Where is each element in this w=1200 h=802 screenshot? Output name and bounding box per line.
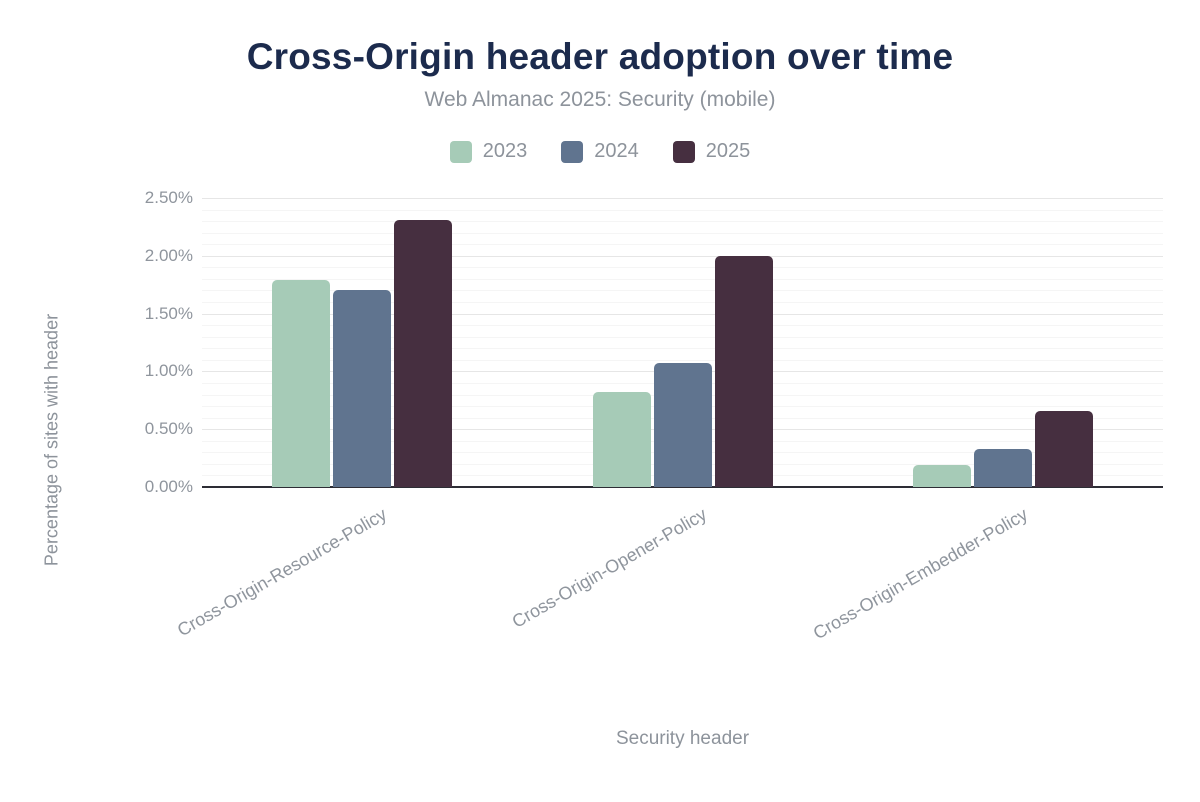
legend-swatch-2024 (561, 140, 584, 163)
minor-gridline (202, 221, 1163, 223)
major-gridline (202, 313, 1163, 315)
bar-2025-cross-origin-embedder-policy[interactable] (1034, 410, 1093, 487)
bar-2023-cross-origin-opener-policy[interactable] (592, 392, 651, 487)
bar-2025-cross-origin-opener-policy[interactable] (714, 255, 773, 487)
x-category-label-cross-origin-resource-policy: Cross-Origin-Resource-Policy (174, 504, 391, 641)
legend-label-2024: 2024 (594, 140, 639, 162)
y-tick-label-1.00pct: 1.00% (144, 361, 193, 381)
minor-gridline (202, 302, 1163, 304)
bar-2024-cross-origin-embedder-policy[interactable] (973, 448, 1032, 487)
minor-gridline (202, 348, 1163, 350)
plot-area (202, 198, 1163, 488)
minor-gridline (202, 244, 1163, 246)
legend-item-2024[interactable]: 2024 (561, 140, 639, 163)
y-tick-label-1.50pct: 1.50% (144, 303, 193, 323)
minor-gridline (202, 336, 1163, 338)
minor-gridline (202, 232, 1163, 234)
bar-2023-cross-origin-resource-policy[interactable] (272, 280, 331, 487)
legend-swatch-2025 (672, 140, 695, 163)
minor-gridline (202, 290, 1163, 292)
legend-label-2025: 2025 (705, 140, 751, 162)
y-axis-title: Percentage of sites with header (41, 313, 62, 567)
legend-swatch-2023 (449, 140, 472, 163)
y-tick-label-2.00pct: 2.00% (144, 245, 193, 265)
major-gridline (202, 255, 1163, 257)
y-tick-label-2.50pct: 2.50% (144, 188, 193, 207)
bar-2024-cross-origin-opener-policy[interactable] (653, 363, 712, 487)
bar-2025-cross-origin-resource-policy[interactable] (394, 219, 453, 487)
x-category-label-cross-origin-embedder-policy: Cross-Origin-Embedder-Policy (809, 504, 1031, 644)
legend-label-2023: 2023 (482, 140, 528, 162)
x-axis-title: Security header (615, 728, 750, 749)
minor-gridline (202, 359, 1163, 361)
legend-item-2025[interactable]: 2025 (672, 140, 751, 163)
minor-gridline (202, 278, 1163, 280)
y-tick-label-0.50pct: 0.50% (144, 419, 193, 439)
bar-2023-cross-origin-embedder-policy[interactable] (912, 465, 971, 487)
minor-gridline (202, 325, 1163, 327)
chart-title: Cross-Origin header adoption over time (246, 36, 954, 77)
bar-2024-cross-origin-resource-policy[interactable] (333, 290, 392, 487)
legend-item-2023[interactable]: 2023 (449, 140, 528, 163)
major-gridline (202, 198, 1163, 199)
legend: 2023 2024 2025 (0, 140, 1200, 163)
y-tick-label-0.00pct: 0.00% (144, 477, 193, 496)
minor-gridline (202, 267, 1163, 269)
chart-subtitle: Web Almanac 2025: Security (mobile) (424, 88, 776, 111)
x-category-label-cross-origin-opener-policy: Cross-Origin-Opener-Policy (509, 504, 711, 632)
minor-gridline (202, 209, 1163, 211)
